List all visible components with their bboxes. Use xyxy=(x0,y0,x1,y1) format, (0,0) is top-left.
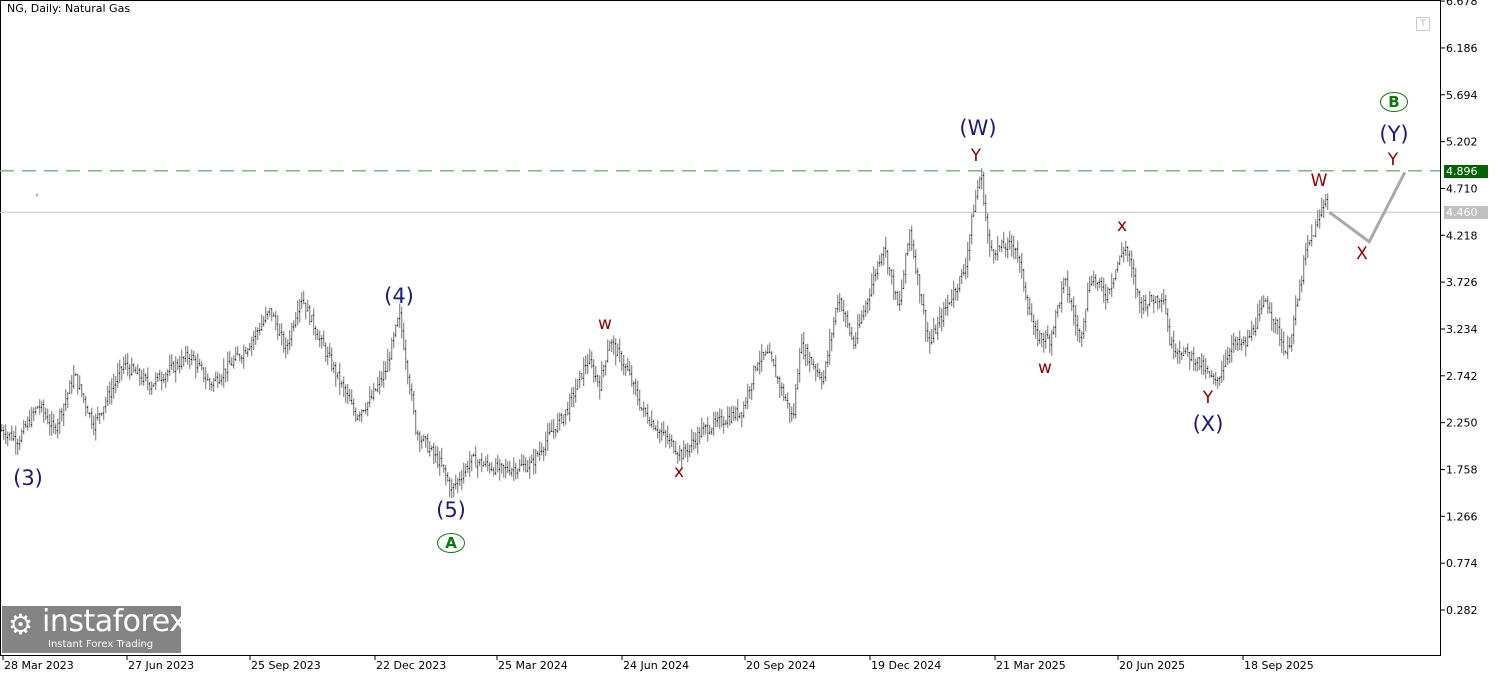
y-tick-label: 1.266 xyxy=(1446,510,1478,523)
x-tick-label: 20 Sep 2024 xyxy=(746,659,816,672)
wave-label: (Y) xyxy=(1379,122,1409,146)
wave-label: w xyxy=(1038,358,1052,378)
wave-label: x xyxy=(1116,216,1128,236)
x-tick-label: 18 Sep 2025 xyxy=(1244,659,1314,672)
current-price-badge: 4.460 xyxy=(1444,206,1488,220)
dot-marker xyxy=(36,194,38,196)
ohlc-bars xyxy=(0,168,1329,499)
y-tick-label: 5.694 xyxy=(1446,89,1478,102)
x-tick-label: 24 Jun 2024 xyxy=(623,659,689,672)
y-tick-label: 1.758 xyxy=(1446,463,1478,476)
wave-label: Y xyxy=(1202,388,1214,408)
y-tick-label: 2.250 xyxy=(1446,417,1478,430)
wave-label: X xyxy=(1356,244,1368,264)
plot-frame xyxy=(0,0,1441,656)
y-tick-label: 3.726 xyxy=(1446,276,1478,289)
gear-person-icon: ⚙ xyxy=(8,608,34,641)
trade-toggle-icon[interactable]: T xyxy=(1416,17,1430,31)
wave-label: (X) xyxy=(1192,412,1224,436)
wave-label: w xyxy=(598,314,612,334)
x-tick-label: 27 Jun 2023 xyxy=(128,659,194,672)
watermark: ⚙ instaforex Instant Forex Trading xyxy=(2,606,187,653)
wave-label: (5) xyxy=(436,498,466,522)
x-tick-label: 21 Mar 2025 xyxy=(996,659,1066,672)
y-tick-label: 6.678 xyxy=(1446,0,1478,8)
y-tick-label: 6.186 xyxy=(1446,42,1478,55)
wave-label: (W) xyxy=(959,116,997,140)
y-tick-label: 2.742 xyxy=(1446,370,1478,383)
watermark-tagline: Instant Forex Trading xyxy=(48,639,154,650)
x-tick-label: 19 Dec 2024 xyxy=(871,659,941,672)
projection-path xyxy=(1328,171,1407,245)
x-tick-label: 25 Mar 2024 xyxy=(498,659,568,672)
wave-label: Y xyxy=(970,146,982,166)
target-price-badge: 4.896 xyxy=(1444,164,1488,178)
watermark-brand: instaforex xyxy=(42,604,187,639)
wave-label: x xyxy=(673,462,685,482)
y-tick-label: 4.218 xyxy=(1446,229,1478,242)
y-tick-label: 0.282 xyxy=(1446,604,1478,617)
y-tick-label: 5.202 xyxy=(1446,136,1478,149)
y-tick-label: 3.234 xyxy=(1446,323,1478,336)
wave-label: (3) xyxy=(13,466,43,490)
x-tick-label: 25 Sep 2023 xyxy=(251,659,321,672)
x-tick-label: 28 Mar 2023 xyxy=(4,659,74,672)
wave-label-circled: A xyxy=(437,533,465,553)
x-tick-label: 22 Dec 2023 xyxy=(376,659,446,672)
chart-title: NG, Daily: Natural Gas xyxy=(7,2,131,15)
y-tick-label: 4.710 xyxy=(1446,182,1478,195)
wave-label: (4) xyxy=(384,284,414,308)
wave-label-circled: B xyxy=(1380,92,1408,112)
wave-label: Y xyxy=(1387,150,1399,170)
x-tick-label: 20 Jun 2025 xyxy=(1119,659,1185,672)
wave-label: W xyxy=(1310,171,1328,191)
y-tick-label: 0.774 xyxy=(1446,557,1478,570)
